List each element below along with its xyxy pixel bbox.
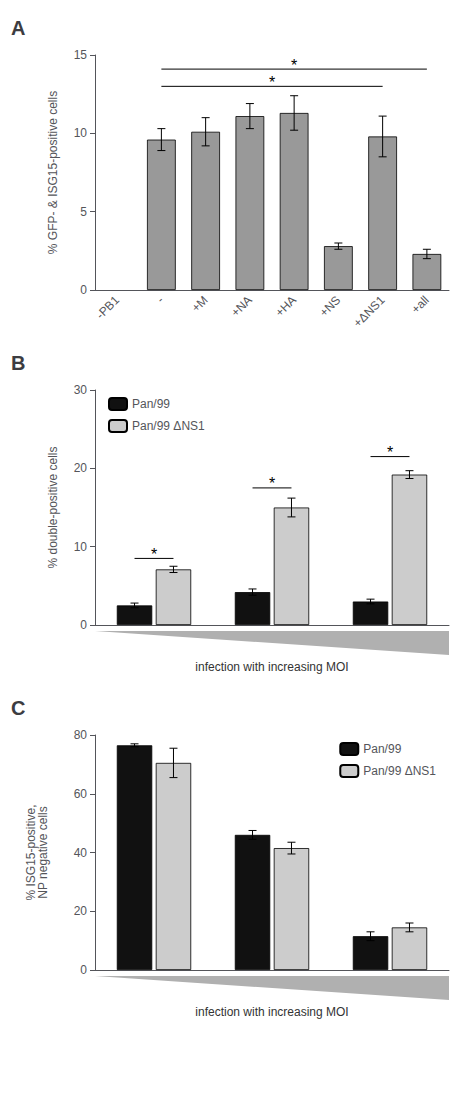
svg-text:40: 40 bbox=[74, 846, 88, 860]
svg-text:5: 5 bbox=[80, 205, 87, 219]
svg-text:*: * bbox=[151, 546, 157, 563]
svg-text:10: 10 bbox=[74, 126, 88, 140]
svg-text:B: B bbox=[11, 352, 25, 374]
svg-text:NP negative cells: NP negative cells bbox=[36, 806, 50, 899]
svg-text:% GFP- & ISG15-positive cells: % GFP- & ISG15-positive cells bbox=[46, 91, 60, 254]
svg-text:20: 20 bbox=[74, 461, 88, 475]
svg-text:-: - bbox=[154, 293, 167, 306]
svg-text:+all: +all bbox=[408, 293, 431, 316]
svg-text:Pan/99 ΔNS1: Pan/99 ΔNS1 bbox=[363, 764, 436, 778]
svg-text:80: 80 bbox=[74, 728, 88, 742]
svg-text:% double-positive cells: % double-positive cells bbox=[46, 446, 60, 568]
svg-text:+NS: +NS bbox=[317, 293, 344, 320]
svg-text:A: A bbox=[11, 17, 25, 39]
svg-text:Pan/99: Pan/99 bbox=[363, 742, 401, 756]
svg-text:Pan/99 ΔNS1: Pan/99 ΔNS1 bbox=[132, 419, 205, 433]
svg-text:*: * bbox=[291, 57, 297, 74]
svg-text:-PB1: -PB1 bbox=[93, 293, 122, 322]
svg-text:0: 0 bbox=[80, 283, 87, 297]
svg-text:*: * bbox=[387, 444, 393, 461]
svg-text:+NA: +NA bbox=[228, 293, 255, 320]
svg-text:C: C bbox=[11, 697, 25, 719]
svg-text:+HA: +HA bbox=[272, 293, 299, 320]
svg-text:30: 30 bbox=[74, 383, 88, 397]
svg-text:*: * bbox=[269, 74, 275, 91]
svg-text:0: 0 bbox=[80, 963, 87, 977]
svg-text:*: * bbox=[269, 475, 275, 492]
svg-text:10: 10 bbox=[74, 540, 88, 554]
svg-text:0: 0 bbox=[80, 618, 87, 632]
svg-text:infection with increasing MOI: infection with increasing MOI bbox=[195, 660, 348, 674]
svg-text:+ΔNS1: +ΔNS1 bbox=[351, 293, 388, 330]
svg-text:+M: +M bbox=[189, 293, 211, 315]
svg-text:% ISG15-positive,: % ISG15-positive, bbox=[24, 804, 38, 901]
svg-text:15: 15 bbox=[74, 48, 88, 62]
svg-text:20: 20 bbox=[74, 904, 88, 918]
svg-text:infection with increasing MOI: infection with increasing MOI bbox=[195, 1005, 348, 1019]
svg-text:Pan/99: Pan/99 bbox=[132, 397, 170, 411]
svg-text:60: 60 bbox=[74, 787, 88, 801]
